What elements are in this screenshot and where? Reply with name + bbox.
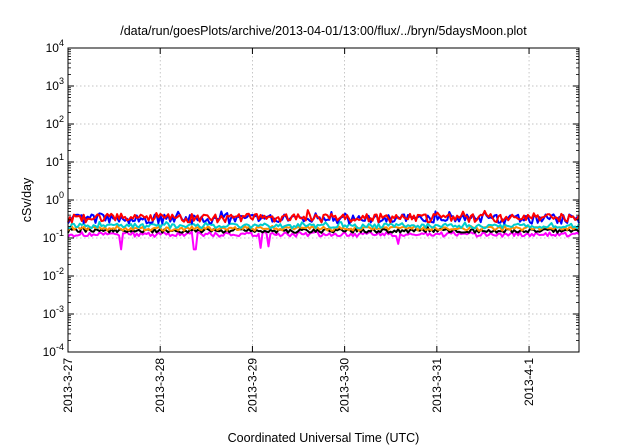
series-line [67, 224, 580, 232]
x-axis-label: Coordinated Universal Time (UTC) [228, 431, 420, 445]
y-tick-exponent: 4 [59, 38, 64, 48]
y-tick-base: 10 [43, 269, 57, 283]
y-tick-label: 100 [46, 190, 64, 207]
chart-title: /data/run/goesPlots/archive/2013-04-01/1… [120, 24, 527, 38]
x-tick-label: 2013-3-29 [245, 358, 259, 413]
series-line [67, 230, 580, 251]
y-tick-exponent: 1 [59, 152, 64, 162]
y-tick-label: 10-1 [43, 228, 64, 245]
y-tick-base: 10 [43, 307, 57, 321]
y-tick-exponent: -3 [56, 304, 64, 314]
y-tick-exponent: -1 [56, 228, 64, 238]
y-tick-base: 10 [46, 155, 60, 169]
y-tick-label: 10-2 [43, 266, 64, 283]
y-tick-exponent: 2 [59, 114, 64, 124]
series-lines [67, 209, 580, 251]
series-line [67, 221, 580, 230]
series-line [67, 209, 580, 224]
y-tick-label: 101 [46, 152, 64, 169]
y-tick-base: 10 [46, 117, 60, 131]
y-tick-label: 103 [46, 76, 64, 93]
y-axis-label: cSv/day [20, 177, 34, 222]
y-tick-label: 10-4 [43, 342, 64, 359]
x-tick-label: 2013-3-31 [430, 358, 444, 413]
y-tick-exponent: -2 [56, 266, 64, 276]
x-tick-label: 2013-3-28 [153, 358, 167, 413]
y-tick-exponent: 3 [59, 76, 64, 86]
y-tick-base: 10 [46, 41, 60, 55]
y-tick-base: 10 [46, 79, 60, 93]
x-tick-label: 2013-4-1 [522, 358, 536, 406]
y-tick-exponent: 0 [59, 190, 64, 200]
y-tick-label: 10-3 [43, 304, 64, 321]
y-tick-label: 102 [46, 114, 64, 131]
x-tick-label: 2013-3-30 [338, 358, 352, 413]
y-tick-label: 104 [46, 38, 64, 55]
grid-lines [68, 48, 579, 352]
y-tick-base: 10 [46, 193, 60, 207]
y-tick-exponent: -4 [56, 342, 64, 352]
x-tick-label: 2013-3-27 [61, 358, 75, 413]
y-tick-base: 10 [43, 231, 57, 245]
y-tick-base: 10 [43, 345, 57, 359]
axis-ticks: 10-410-310-210-11001011021031042013-3-27… [43, 38, 579, 413]
